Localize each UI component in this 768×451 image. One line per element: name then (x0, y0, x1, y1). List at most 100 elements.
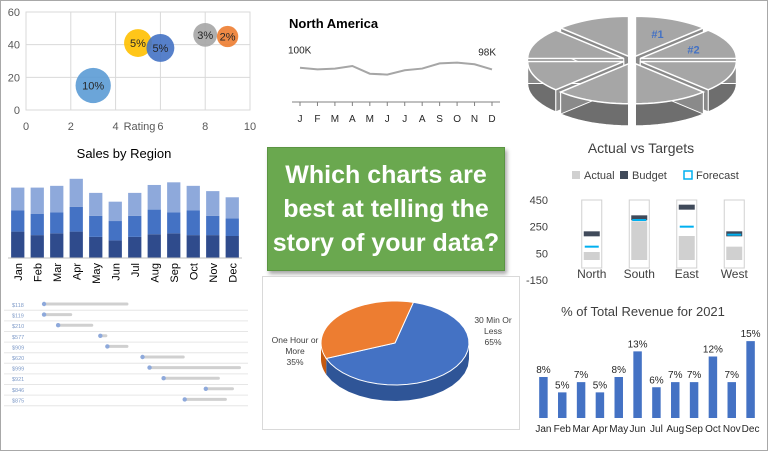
gantt-chart: $118 $119 $210 $577 $909 $620 $999 $921 $846 $875 (4, 301, 248, 407)
stacked-bar-segment (50, 185, 64, 213)
headline-line: Which charts are (285, 161, 487, 189)
headline-banner: Which charts are best at telling the sto… (267, 147, 505, 271)
gantt-start-marker (105, 344, 110, 349)
gantt-bar (142, 355, 185, 359)
stacked-bar-segment (11, 210, 25, 232)
revenue-bar (576, 382, 586, 418)
revenue-bar (614, 377, 623, 418)
revenue-bar (595, 392, 605, 418)
pie-slice (325, 301, 470, 386)
stacked-bar-segment (186, 210, 200, 236)
revenue-bar-chart: 8% Jan 5% Feb 7% Mar 5% Apr 8% May 13% Jun 6% Jul 7% Au… (535, 329, 760, 435)
budget-marker (583, 231, 600, 237)
pie-data-label: 30 Min Or (474, 315, 511, 325)
actual-vs-targets-svg: Actual Budget Forecast 450 250 50 -150 North Sou… (526, 170, 749, 287)
gantt-bar (44, 313, 73, 317)
stacked-bar-segment (108, 240, 122, 258)
gantt-start-marker (98, 333, 103, 338)
revenue-data-label: 8% (536, 365, 551, 376)
pie-slice-label: #2 (687, 44, 699, 56)
gantt-row-label: $999 (12, 367, 24, 373)
exploded-3d-pie-chart: #1 #2 (526, 15, 738, 127)
month-label: May (609, 424, 628, 435)
region-label: North (577, 267, 606, 281)
sales-line (299, 61, 493, 76)
region-label: East (675, 267, 700, 281)
stacked-bar-segment (225, 218, 239, 236)
month-label: Sep (685, 424, 703, 435)
actual-bar (631, 221, 648, 260)
pie-data-label: 65% (484, 337, 501, 347)
gantt-row-label: $875 (12, 398, 24, 404)
month-label: J (402, 114, 407, 125)
gantt-start-marker (147, 365, 152, 370)
month-label: J (298, 114, 303, 125)
legend-swatch (683, 170, 693, 180)
month-label: Jul (650, 424, 663, 435)
revenue-data-label: 7% (668, 370, 683, 381)
month-label: M (331, 114, 339, 125)
month-label: Dec (742, 424, 760, 435)
y-tick-label: 450 (530, 195, 548, 207)
gantt-row-label: $210 (12, 324, 24, 330)
gantt-row-label: $909 (12, 345, 24, 351)
revenue-data-label: 7% (725, 370, 740, 381)
gantt-row-label: $620 (12, 356, 24, 362)
gantt-row-label: $119 (12, 314, 24, 320)
stacked-bar-segment (108, 201, 122, 222)
stacked-bar-segment (30, 235, 44, 258)
gantt-start-marker (140, 354, 145, 360)
month-label: S (436, 114, 443, 125)
budget-marker (631, 215, 648, 221)
bubble-label: 5% (130, 38, 146, 50)
bubble-label: 3% (197, 30, 213, 42)
month-label: Jan (535, 424, 551, 435)
sales-by-region-title: Sales by Region (76, 146, 172, 161)
stacked-bar-segment (11, 231, 25, 258)
actual-vs-targets-title: Actual vs Targets (587, 140, 695, 156)
revenue-bar (708, 356, 718, 418)
stacked-bar-chart: Jan Feb Mar Apr May Jun Jul Aug Sep Oct Nov Dec (8, 178, 242, 284)
y-tick-label: 20 (8, 72, 20, 84)
pie-slice-side (326, 343, 469, 401)
revenue-data-label: 6% (649, 375, 664, 386)
revenue-data-label: 7% (687, 370, 702, 381)
gantt-row-label: $118 (12, 303, 24, 309)
pie-slice-top (634, 62, 706, 105)
pie-slice-top (640, 29, 738, 60)
stacked-bar-segment (128, 215, 142, 237)
gantt-bar (149, 366, 241, 370)
revenue-percent-title: % of Total Revenue for 2021 (561, 304, 725, 319)
bubble-point (216, 25, 239, 48)
x-tick-label: 4 (113, 121, 119, 133)
stacked-bar-segment (147, 234, 161, 258)
gantt-bar (163, 376, 220, 380)
month-label: Jan (13, 263, 25, 281)
stacked-bar-segment (30, 214, 44, 236)
revenue-bar (727, 382, 736, 418)
stacked-bar-segment (69, 231, 83, 258)
forecast-marker (632, 219, 647, 221)
forecast-marker (727, 233, 742, 236)
month-label: Sep (169, 263, 181, 283)
gantt-bar (184, 397, 227, 401)
month-label: D (488, 114, 495, 125)
month-label: Feb (32, 263, 44, 282)
gantt-row-label: $846 (12, 388, 24, 394)
pie-slice (320, 300, 415, 360)
forecast-marker (584, 245, 599, 248)
stacked-bar-segment (69, 206, 83, 232)
pie-data-label: 35% (286, 357, 303, 367)
stacked-bar-segment (128, 192, 142, 216)
stacked-bar-segment (206, 191, 220, 216)
revenue-data-label: 7% (574, 370, 589, 381)
month-label: Nov (208, 263, 220, 283)
north-america-title: North America (289, 16, 379, 31)
bubble-point (146, 33, 175, 62)
stacked-bar-segment (186, 235, 200, 258)
stacked-bar-segment (147, 209, 161, 235)
x-tick-label: 6 (157, 121, 163, 133)
legend-swatch (620, 171, 628, 179)
